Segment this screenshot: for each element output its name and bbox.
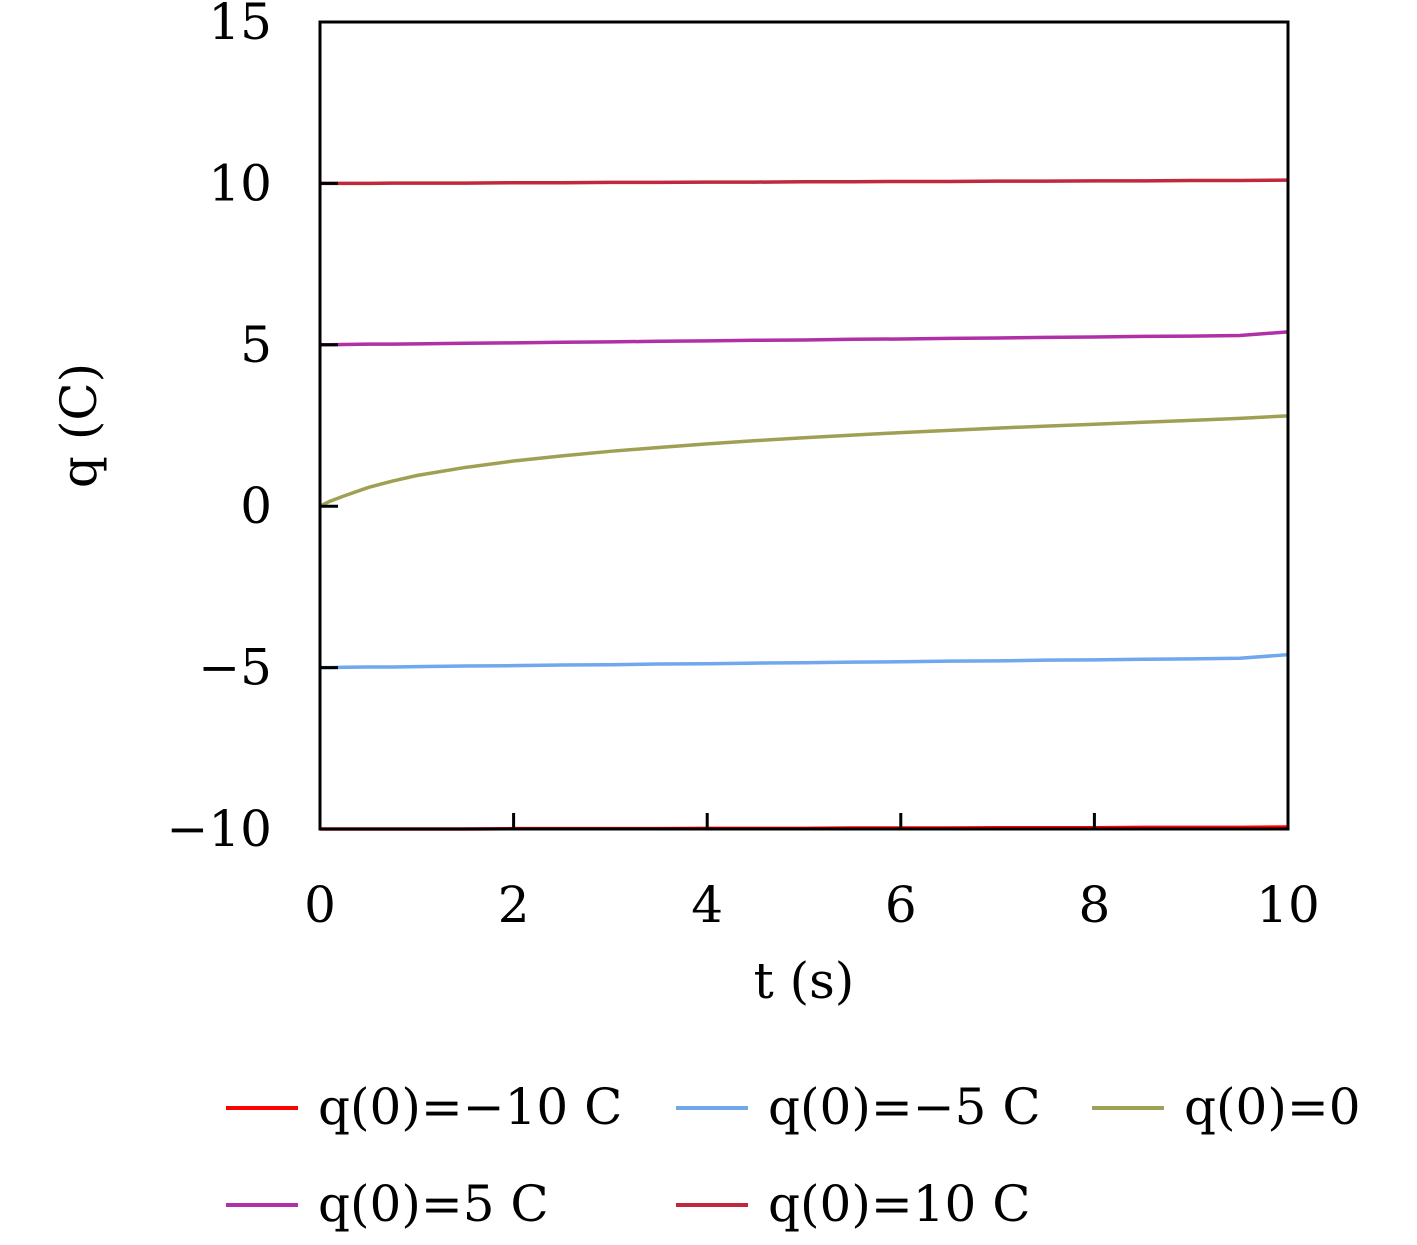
y-tick-label: 10 [208, 154, 272, 212]
x-tick-labels: 0 2 4 6 8 10 [304, 876, 1320, 934]
x-tick-label: 8 [1078, 876, 1110, 934]
x-tick-label: 2 [498, 876, 530, 934]
legend: q(0)=−10 C q(0)=−5 C q(0)=0 q(0)=5 C q(0)=10… [226, 1078, 1361, 1233]
x-tick-label: 4 [691, 876, 723, 934]
y-tick-label: −10 [166, 800, 272, 858]
tick-layer [318, 20, 1290, 831]
plot-frame [318, 20, 1290, 831]
legend-label: q(0)=5 C [318, 1175, 549, 1233]
series-line-2 [319, 414, 1289, 508]
series-line-3 [320, 330, 1289, 347]
legend-label: q(0)=−5 C [768, 1078, 1041, 1136]
y-tick-label: 5 [240, 316, 272, 374]
series-line-4 [320, 178, 1289, 186]
y-axis-label: q (C) [50, 363, 108, 488]
series-layer [319, 178, 1289, 831]
y-tick-labels: −10 −5 0 5 10 15 [166, 0, 272, 858]
x-tick-label: 0 [304, 876, 336, 934]
legend-label: q(0)=−10 C [318, 1078, 622, 1136]
x-tick-label: 10 [1256, 876, 1320, 934]
series-line-1 [320, 652, 1289, 670]
y-tick-label: −5 [198, 639, 272, 697]
x-axis-label: t (s) [754, 952, 855, 1010]
y-tick-label: 0 [240, 477, 272, 535]
legend-label: q(0)=0 [1184, 1078, 1361, 1136]
legend-label: q(0)=10 C [768, 1175, 1031, 1233]
y-tick-label: 15 [208, 0, 272, 51]
x-tick-label: 6 [885, 876, 917, 934]
